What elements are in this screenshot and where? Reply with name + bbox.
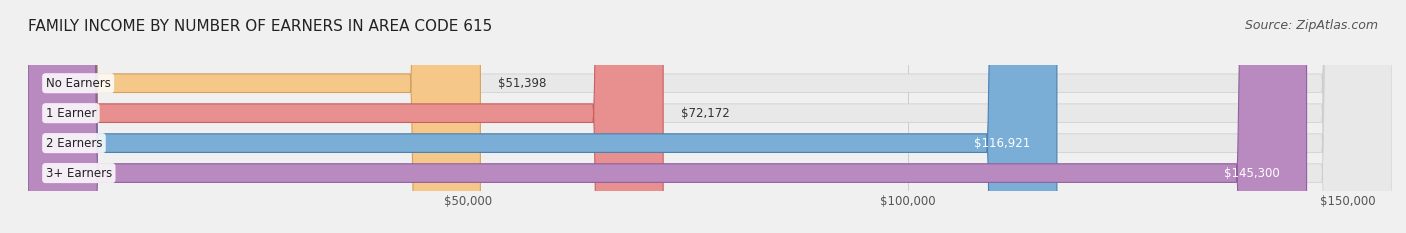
FancyBboxPatch shape — [28, 0, 1392, 233]
FancyBboxPatch shape — [28, 0, 1057, 233]
Text: $145,300: $145,300 — [1225, 167, 1281, 180]
FancyBboxPatch shape — [28, 0, 1392, 233]
Text: FAMILY INCOME BY NUMBER OF EARNERS IN AREA CODE 615: FAMILY INCOME BY NUMBER OF EARNERS IN AR… — [28, 19, 492, 34]
Text: $51,398: $51,398 — [498, 77, 547, 90]
Text: $72,172: $72,172 — [681, 107, 730, 120]
Text: 2 Earners: 2 Earners — [46, 137, 103, 150]
FancyBboxPatch shape — [28, 0, 664, 233]
FancyBboxPatch shape — [28, 0, 1392, 233]
FancyBboxPatch shape — [28, 0, 1306, 233]
Text: 1 Earner: 1 Earner — [46, 107, 96, 120]
Text: $116,921: $116,921 — [974, 137, 1031, 150]
Text: 3+ Earners: 3+ Earners — [46, 167, 112, 180]
FancyBboxPatch shape — [28, 0, 481, 233]
Text: No Earners: No Earners — [46, 77, 111, 90]
Text: Source: ZipAtlas.com: Source: ZipAtlas.com — [1244, 19, 1378, 32]
FancyBboxPatch shape — [28, 0, 1392, 233]
